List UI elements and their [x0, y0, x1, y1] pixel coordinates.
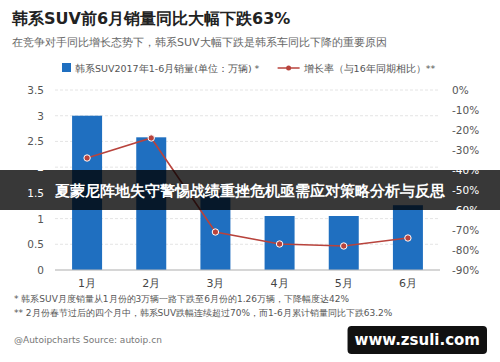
- bar: [393, 205, 423, 270]
- line-marker: [148, 135, 154, 141]
- watermark-text: www.zsuli.com: [355, 331, 480, 349]
- y2-tick-label: -20%: [452, 124, 479, 136]
- x-tick-label: 1月: [78, 277, 96, 290]
- chart: 韩系SUV前6月销量同比大幅下跌63% 在竞争对手同比增长态势下，韩系SUV大幅下…: [0, 0, 500, 362]
- subtitle: 在竞争对手同比增长态势下，韩系SUV大幅下跌是韩系车同比下降的重要原因: [12, 36, 387, 49]
- grid-line: [55, 167, 440, 168]
- y-tick-label: 1: [37, 213, 44, 225]
- legend-label: 增长率（与16年同期相比）**: [303, 63, 436, 74]
- banner-band: [0, 170, 500, 210]
- y2-tick-label: -30%: [452, 144, 479, 156]
- x-tick-label: 4月: [271, 277, 289, 290]
- line-marker: [84, 155, 90, 161]
- y2-tick-label: -90%: [452, 264, 479, 276]
- y2-tick-label: 0%: [452, 84, 469, 96]
- footnote: * 韩系SUV月度销量从1月份的3万辆一路下跌至6月份的1.26万辆，下降幅度达…: [14, 294, 349, 304]
- y2-tick-label: -70%: [452, 224, 479, 236]
- bar: [329, 216, 359, 270]
- x-tick-label: 2月: [142, 277, 160, 290]
- legend-label: 韩系SUV2017年1-6月销量(单位：万辆) *: [75, 63, 260, 74]
- x-axis: [55, 270, 440, 271]
- source: @Autoipcharts Source: autoip.cn: [14, 335, 162, 345]
- y2-tick-label: -10%: [452, 104, 479, 116]
- line-marker: [212, 229, 218, 235]
- line-marker: [405, 235, 411, 241]
- grid-line: [55, 141, 440, 142]
- legend: 韩系SUV2017年1-6月销量(单位：万辆) * 增长率（与16年同期相比）**: [62, 63, 435, 74]
- footnote: ** 2月份春节过后的四个月中，韩系SUV跌幅连续超过70%，而1-6月累计销量…: [14, 308, 393, 318]
- y2-tick-label: -50%: [452, 184, 479, 196]
- y-tick-label: 0.5: [27, 238, 44, 250]
- bar: [265, 216, 295, 270]
- y-tick-label: 0: [37, 264, 44, 276]
- y-tick-label: 3.5: [27, 84, 44, 96]
- grid-line: [55, 90, 440, 91]
- y2-tick-label: -80%: [452, 244, 479, 256]
- legend-swatch: [62, 63, 71, 72]
- x-tick-label: 6月: [399, 277, 417, 290]
- y2-tick-label: -60%: [452, 204, 479, 216]
- y-tick-label: 1.5: [27, 187, 44, 199]
- line-marker: [276, 241, 282, 247]
- banner-text: 夏蒙尼阵地失守警惕战绩重挫危机亟需应对策略分析与反思: [54, 182, 445, 200]
- grid-line: [55, 115, 440, 116]
- x-tick-label: 3月: [206, 277, 224, 290]
- legend-marker: [286, 66, 291, 71]
- grid-line: [55, 244, 440, 245]
- y-tick-label: 2.5: [27, 135, 44, 147]
- grid-line: [55, 218, 440, 219]
- grid-line: [55, 270, 440, 271]
- x-tick-label: 5月: [335, 277, 353, 290]
- title: 韩系SUV前6月销量同比大幅下跌63%: [11, 9, 290, 28]
- y-tick-label: 2: [37, 161, 44, 173]
- line-marker: [341, 243, 347, 249]
- watermark-box: [348, 326, 487, 354]
- y-tick-label: 3: [37, 110, 44, 122]
- y2-tick-label: -40%: [452, 164, 479, 176]
